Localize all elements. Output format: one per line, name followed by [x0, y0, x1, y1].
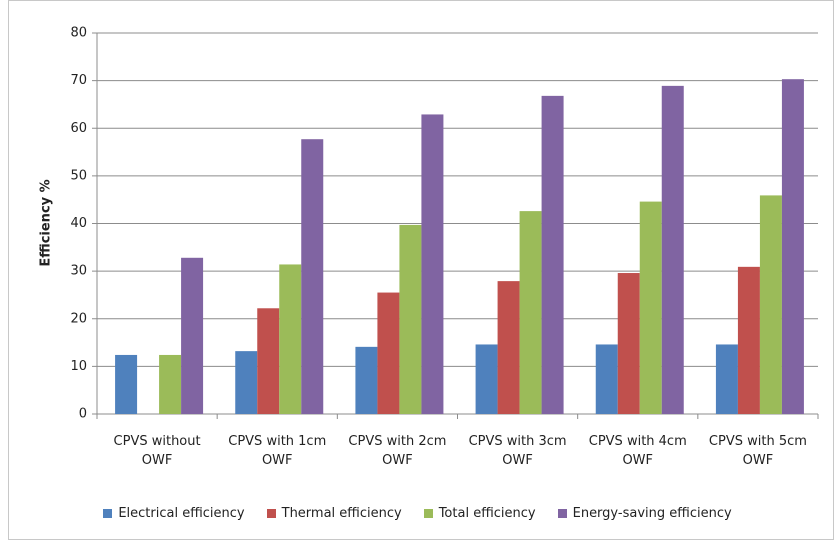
y-tick-label: 30: [70, 264, 87, 279]
y-tick-label: 50: [70, 168, 87, 183]
bar: [617, 273, 640, 414]
y-tick-label: 10: [70, 359, 87, 374]
bar: [737, 266, 760, 414]
bar: [519, 211, 542, 414]
bar: [639, 201, 662, 414]
legend-label: Energy-saving efficiency: [572, 506, 732, 521]
legend-swatch: [266, 509, 276, 518]
bar: [399, 224, 422, 414]
legend-item: Total efficiency: [423, 506, 536, 521]
x-tick-label: CPVS without OWF: [113, 434, 201, 468]
y-tick-label: 60: [70, 121, 87, 136]
x-tick-label: CPVS with 1cm OWF: [228, 434, 327, 468]
bar: [421, 114, 444, 414]
x-tick-label: CPVS with 3cm OWF: [468, 434, 567, 468]
x-tick-label: CPVS with 2cm OWF: [348, 434, 447, 468]
bar: [661, 85, 684, 415]
legend-swatch: [103, 509, 113, 518]
bar: [781, 79, 804, 414]
y-tick-label: 0: [79, 407, 87, 422]
bar: [759, 195, 782, 414]
y-tick-label: 20: [70, 311, 87, 326]
bar: [279, 264, 302, 414]
bar: [497, 281, 520, 414]
y-tick-label: 40: [70, 216, 87, 231]
x-tick-label: CPVS with 5cm OWF: [708, 434, 807, 468]
bar: [301, 139, 324, 415]
legend-label: Electrical efficiency: [118, 506, 245, 521]
legend-item: Thermal efficiency: [266, 506, 402, 521]
bar: [181, 257, 204, 414]
bar: [355, 346, 378, 414]
legend: Electrical efficiency Thermal efficiency T…: [0, 506, 835, 521]
y-tick-label: 70: [70, 73, 87, 88]
bar: [377, 292, 400, 414]
bar: [115, 354, 138, 414]
legend-item: Electrical efficiency: [103, 506, 245, 521]
y-tick-label: 80: [70, 26, 87, 41]
legend-label: Thermal efficiency: [281, 506, 402, 521]
legend-item: Energy-saving efficiency: [557, 506, 732, 521]
bar: [541, 95, 564, 415]
legend-swatch: [557, 509, 567, 518]
bar: [257, 308, 280, 414]
bar: [715, 344, 738, 414]
bar: [235, 351, 258, 414]
legend-label: Total efficiency: [438, 506, 536, 521]
bar: [595, 344, 618, 414]
bar: [475, 344, 498, 414]
legend-swatch: [423, 509, 433, 518]
bar: [159, 354, 182, 414]
y-axis-title: Efficiency %: [39, 179, 54, 266]
x-tick-label: CPVS with 4cm OWF: [588, 434, 687, 468]
